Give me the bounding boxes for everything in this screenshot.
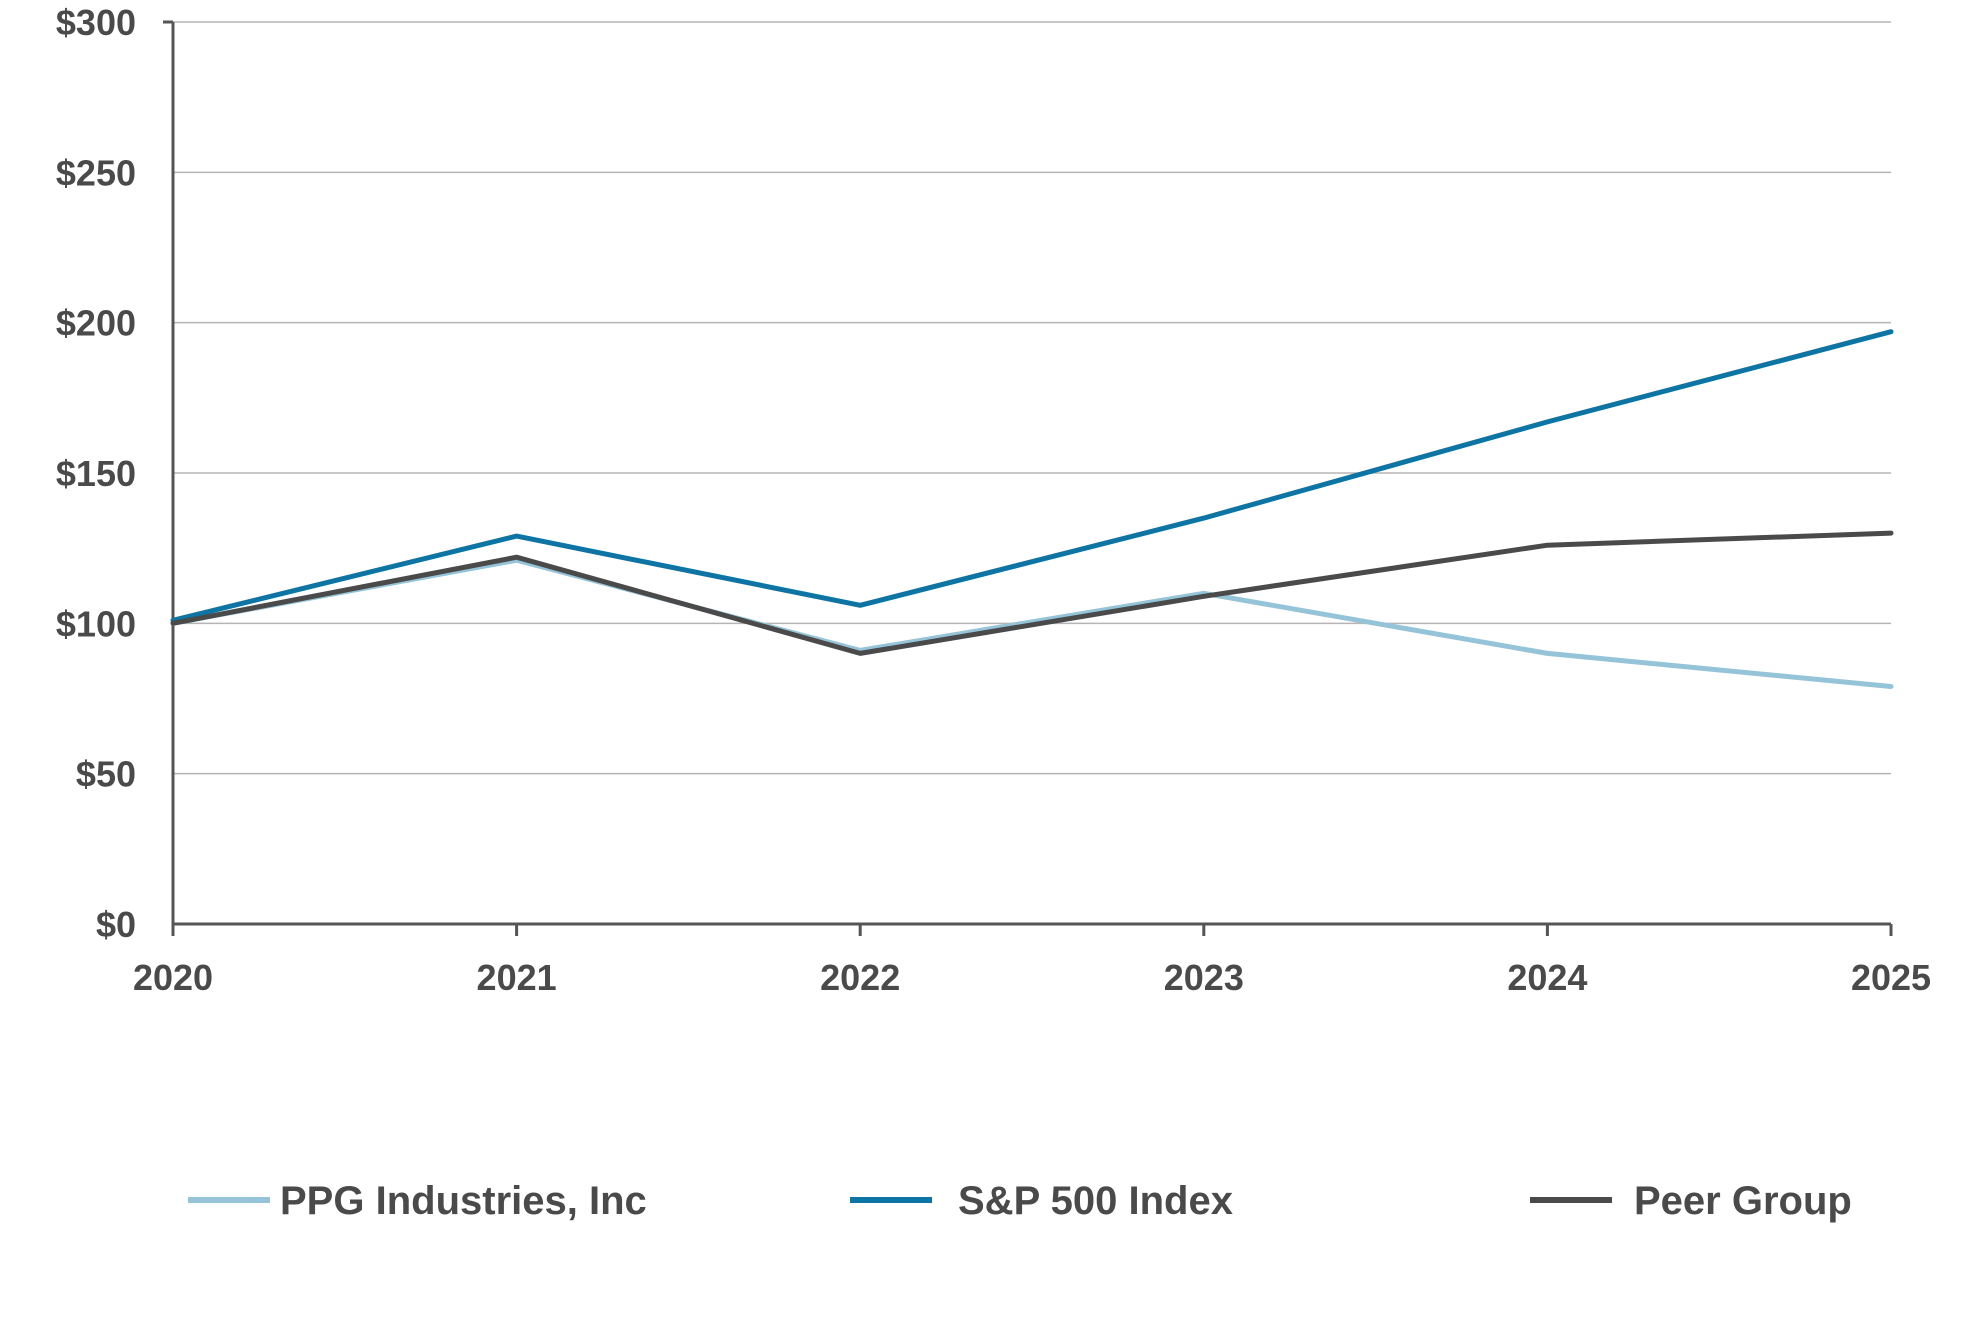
y-tick-label: $150 [56, 453, 136, 494]
legend-label: Peer Group [1634, 1179, 1852, 1223]
y-tick-label: $50 [76, 754, 136, 795]
x-tick-label: 2025 [1851, 957, 1931, 998]
legend-label: PPG Industries, Inc [280, 1179, 647, 1223]
y-axis-tick-labels: $0 $50 $100 $150 $200 $250 $300 [56, 2, 136, 945]
y-tick-label: $0 [96, 904, 136, 945]
legend: PPG Industries, Inc S&P 500 Index Peer Gro… [188, 1179, 1852, 1223]
x-axis-tick-labels: 2020 2021 2022 2023 2024 2025 [133, 957, 1931, 998]
series-lines [170, 329, 1894, 689]
x-tick-label: 2023 [1164, 957, 1244, 998]
series-line-2 [170, 530, 1894, 656]
y-tick-label: $250 [56, 152, 136, 193]
y-tick-label: $300 [56, 2, 136, 43]
x-tick-label: 2022 [820, 957, 900, 998]
axes [163, 20, 1893, 936]
x-tick-label: 2024 [1507, 957, 1587, 998]
series-line-1 [170, 329, 1894, 623]
gridlines [173, 21, 1891, 775]
legend-label: S&P 500 Index [958, 1179, 1233, 1223]
y-tick-label: $200 [56, 303, 136, 344]
x-tick-label: 2020 [133, 957, 213, 998]
x-tick-label: 2021 [477, 957, 557, 998]
y-tick-label: $100 [56, 603, 136, 644]
